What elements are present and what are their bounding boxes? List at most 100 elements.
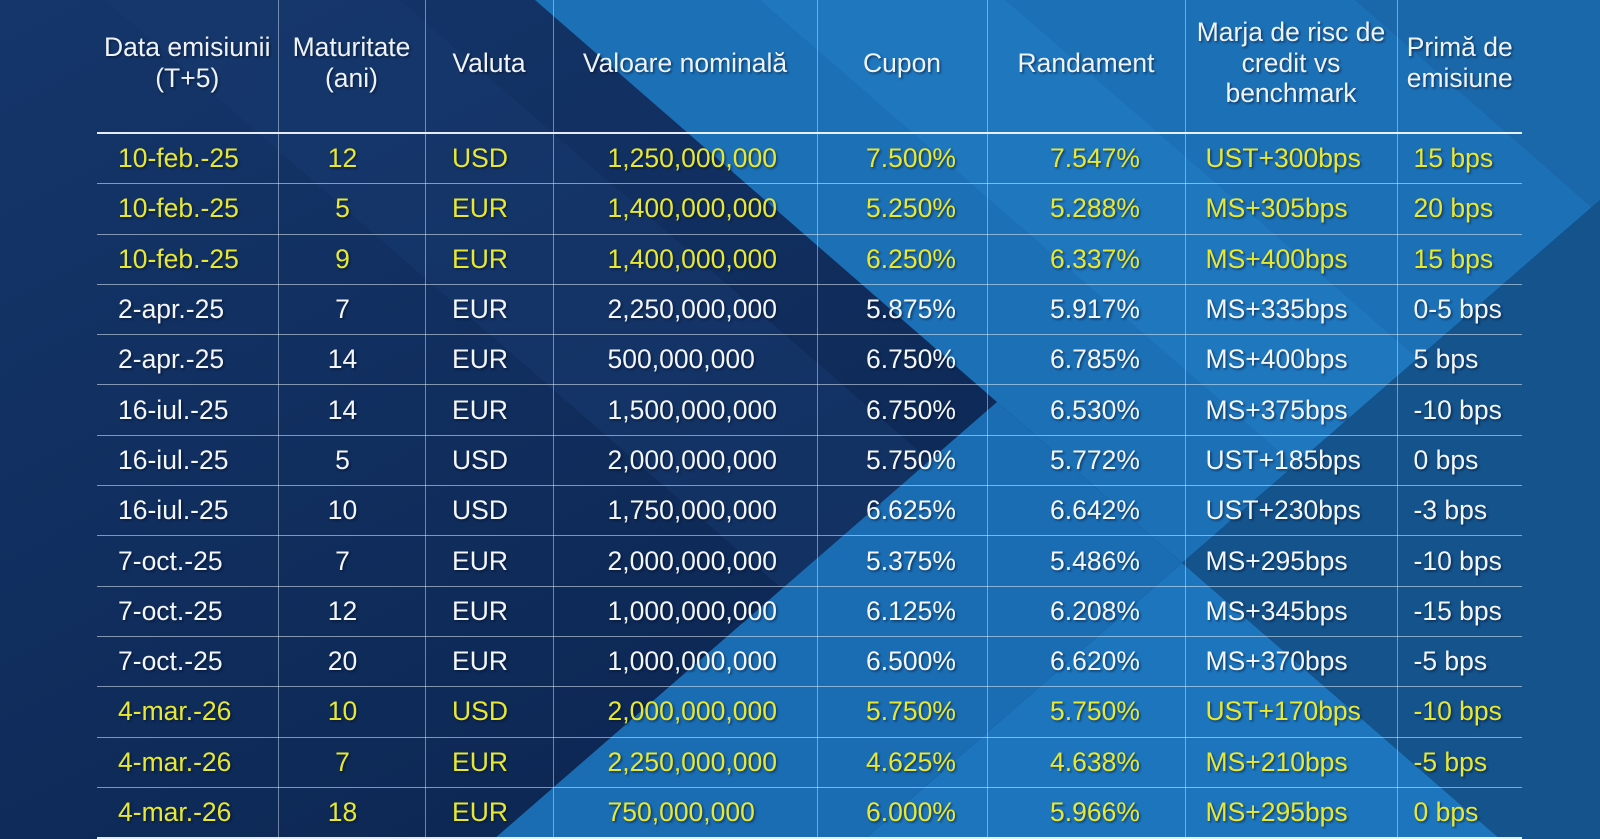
- cell-currency: EUR: [425, 334, 554, 386]
- cell-maturity: 7: [278, 535, 426, 587]
- cell-currency: USD: [425, 485, 554, 537]
- cell-nominal: 2,250,000,000: [553, 284, 818, 336]
- table-body: 10-feb.-25 12 USD 1,250,000,000 7.500% 7.547%…: [97, 133, 1522, 839]
- cell-yield: 7.547%: [987, 133, 1186, 185]
- cell-date: 4-mar.-26: [97, 686, 279, 738]
- cell-premium: 20 bps: [1397, 183, 1522, 235]
- cell-maturity: 10: [278, 686, 426, 738]
- cell-yield: 5.772%: [987, 435, 1186, 487]
- cell-coupon: 6.750%: [817, 334, 988, 386]
- cell-yield: 5.917%: [987, 284, 1186, 336]
- cell-currency: EUR: [425, 586, 554, 637]
- cell-date: 7-oct.-25: [97, 535, 279, 587]
- cell-premium: 15 bps: [1397, 133, 1522, 185]
- table-row: 2-apr.-25 7 EUR 2,250,000,000 5.875% 5.917% MS…: [97, 284, 1522, 336]
- cell-yield: 6.208%: [987, 586, 1186, 637]
- cell-premium: -15 bps: [1397, 586, 1522, 637]
- cell-spread: UST+170bps: [1185, 686, 1398, 738]
- cell-spread: MS+400bps: [1185, 334, 1398, 386]
- cell-premium: 15 bps: [1397, 234, 1522, 285]
- cell-yield: 4.638%: [987, 737, 1186, 788]
- cell-yield: 5.486%: [987, 535, 1186, 587]
- cell-currency: EUR: [425, 384, 554, 436]
- cell-spread: MS+210bps: [1185, 737, 1398, 788]
- column-header-currency: Valuta: [425, 0, 554, 134]
- table-row: 4-mar.-26 10 USD 2,000,000,000 5.750% 5.750% U…: [97, 686, 1522, 738]
- cell-premium: -3 bps: [1397, 485, 1522, 537]
- cell-nominal: 500,000,000: [553, 334, 818, 386]
- column-header-issue-date: Data emisiunii (T+5): [97, 0, 279, 134]
- table-row: 16-iul.-25 10 USD 1,750,000,000 6.625% 6.642%…: [97, 485, 1522, 537]
- cell-yield: 5.288%: [987, 183, 1186, 235]
- cell-date: 10-feb.-25: [97, 133, 279, 185]
- cell-date: 7-oct.-25: [97, 636, 279, 688]
- table-row: 4-mar.-26 18 EUR 750,000,000 6.000% 5.966% MS+…: [97, 787, 1522, 839]
- cell-coupon: 6.250%: [817, 234, 988, 285]
- cell-coupon: 6.625%: [817, 485, 988, 537]
- cell-spread: MS+375bps: [1185, 384, 1398, 436]
- cell-currency: EUR: [425, 535, 554, 587]
- cell-premium: -10 bps: [1397, 686, 1522, 738]
- cell-currency: EUR: [425, 183, 554, 235]
- cell-spread: MS+345bps: [1185, 586, 1398, 637]
- cell-spread: MS+400bps: [1185, 234, 1398, 285]
- cell-date: 2-apr.-25: [97, 284, 279, 336]
- cell-premium: 0-5 bps: [1397, 284, 1522, 336]
- cell-premium: -10 bps: [1397, 384, 1522, 436]
- cell-yield: 5.750%: [987, 686, 1186, 738]
- cell-nominal: 1,000,000,000: [553, 586, 818, 637]
- cell-yield: 6.530%: [987, 384, 1186, 436]
- cell-maturity: 7: [278, 737, 426, 788]
- table-row: 10-feb.-25 5 EUR 1,400,000,000 5.250% 5.288% M…: [97, 183, 1522, 235]
- cell-premium: -10 bps: [1397, 535, 1522, 587]
- cell-nominal: 750,000,000: [553, 787, 818, 839]
- cell-nominal: 1,400,000,000: [553, 183, 818, 235]
- cell-date: 16-iul.-25: [97, 435, 279, 487]
- cell-maturity: 5: [278, 435, 426, 487]
- table-row: 10-feb.-25 9 EUR 1,400,000,000 6.250% 6.337% M…: [97, 234, 1522, 285]
- cell-coupon: 5.750%: [817, 435, 988, 487]
- cell-coupon: 6.750%: [817, 384, 988, 436]
- column-header-coupon: Cupon: [817, 0, 988, 134]
- cell-maturity: 12: [278, 586, 426, 637]
- cell-date: 16-iul.-25: [97, 485, 279, 537]
- cell-yield: 6.337%: [987, 234, 1186, 285]
- cell-spread: UST+300bps: [1185, 133, 1398, 185]
- cell-date: 7-oct.-25: [97, 586, 279, 637]
- cell-coupon: 5.375%: [817, 535, 988, 587]
- cell-nominal: 1,500,000,000: [553, 384, 818, 436]
- column-header-nominal: Valoare nominală: [553, 0, 818, 134]
- cell-yield: 6.785%: [987, 334, 1186, 386]
- cell-maturity: 9: [278, 234, 426, 285]
- cell-nominal: 1,750,000,000: [553, 485, 818, 537]
- cell-currency: USD: [425, 686, 554, 738]
- cell-currency: EUR: [425, 284, 554, 336]
- column-header-yield: Randament: [987, 0, 1186, 134]
- cell-yield: 6.620%: [987, 636, 1186, 688]
- cell-yield: 5.966%: [987, 787, 1186, 839]
- table-row: 2-apr.-25 14 EUR 500,000,000 6.750% 6.785% MS+…: [97, 334, 1522, 386]
- cell-maturity: 7: [278, 284, 426, 336]
- cell-currency: USD: [425, 133, 554, 185]
- cell-nominal: 1,000,000,000: [553, 636, 818, 688]
- cell-maturity: 10: [278, 485, 426, 537]
- cell-nominal: 1,250,000,000: [553, 133, 818, 185]
- cell-spread: MS+295bps: [1185, 535, 1398, 587]
- table-header: Data emisiunii (T+5) Maturitate (ani) Va…: [97, 0, 1522, 134]
- cell-date: 4-mar.-26: [97, 787, 279, 839]
- cell-premium: -5 bps: [1397, 737, 1522, 788]
- table-row: 7-oct.-25 12 EUR 1,000,000,000 6.125% 6.208% M…: [97, 586, 1522, 637]
- cell-maturity: 5: [278, 183, 426, 235]
- cell-coupon: 7.500%: [817, 133, 988, 185]
- table-row: 7-oct.-25 7 EUR 2,000,000,000 5.375% 5.486% MS…: [97, 535, 1522, 587]
- cell-coupon: 6.000%: [817, 787, 988, 839]
- cell-nominal: 2,000,000,000: [553, 435, 818, 487]
- bond-issuance-table: Data emisiunii (T+5) Maturitate (ani) Va…: [97, 0, 1522, 839]
- cell-premium: 0 bps: [1397, 787, 1522, 839]
- cell-date: 2-apr.-25: [97, 334, 279, 386]
- cell-coupon: 4.625%: [817, 737, 988, 788]
- table-row: 4-mar.-26 7 EUR 2,250,000,000 4.625% 4.638% MS…: [97, 737, 1522, 788]
- cell-currency: EUR: [425, 787, 554, 839]
- cell-spread: UST+185bps: [1185, 435, 1398, 487]
- cell-coupon: 5.750%: [817, 686, 988, 738]
